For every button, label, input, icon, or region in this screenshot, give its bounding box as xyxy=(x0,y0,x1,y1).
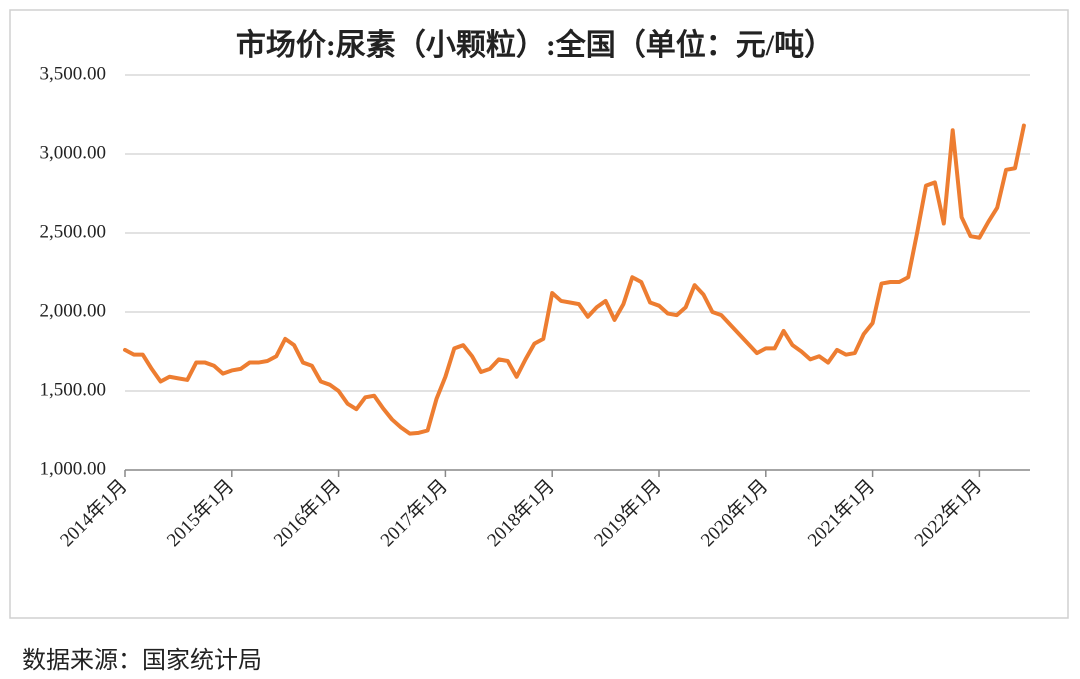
chart-frame xyxy=(9,9,1069,619)
line-series xyxy=(123,123,1026,436)
y-tick-label: 2,000.00 xyxy=(40,300,107,321)
source-note: 数据来源：国家统计局 xyxy=(22,647,262,674)
x-tick-label: 2015年1月 xyxy=(162,475,238,551)
x-tick-label: 2021年1月 xyxy=(803,475,879,551)
x-tick-label: 2020年1月 xyxy=(696,475,772,551)
x-tick-label: 2022年1月 xyxy=(910,475,986,551)
y-tick-label: 3,000.00 xyxy=(40,142,107,163)
x-tick-label: 2014年1月 xyxy=(56,475,132,551)
chart-title: 市场价:尿素（小颗粒）:全国（单位：元/吨） xyxy=(236,28,834,62)
y-tick-label: 3,500.00 xyxy=(40,63,107,84)
x-tick-label: 2018年1月 xyxy=(483,475,559,551)
y-tick-label: 2,500.00 xyxy=(40,221,107,242)
x-tick-label: 2016年1月 xyxy=(269,475,345,551)
y-tick-label: 1,000.00 xyxy=(40,458,107,479)
x-tick-label: 2017年1月 xyxy=(376,475,452,551)
y-tick-label: 1,500.00 xyxy=(40,379,107,400)
x-tick-label: 2019年1月 xyxy=(590,475,666,551)
